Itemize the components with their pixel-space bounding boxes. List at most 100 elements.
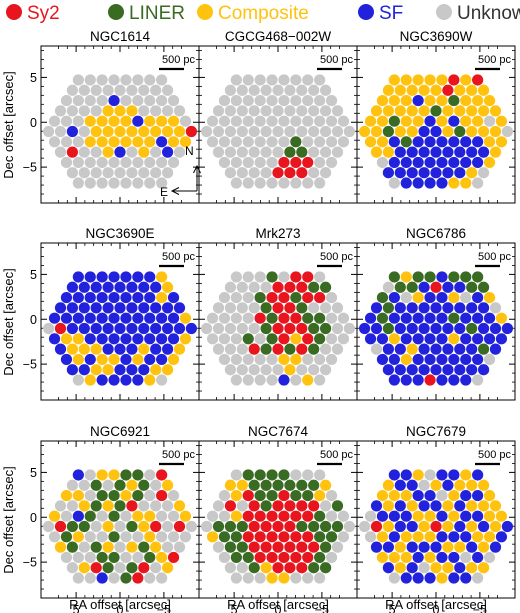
spaxel-point — [284, 520, 296, 533]
spaxel-point — [144, 551, 156, 564]
spaxel-point — [236, 364, 248, 376]
spaxel-point — [320, 541, 332, 553]
spaxel-point — [337, 333, 350, 345]
spaxel-point — [418, 541, 430, 553]
spaxel-point — [337, 115, 350, 127]
spaxel-point — [144, 94, 156, 107]
spaxel-point — [266, 531, 278, 543]
spaxel-point — [179, 115, 192, 127]
spaxel-point — [388, 489, 400, 502]
spaxel-point — [448, 489, 460, 502]
spaxel-point — [126, 500, 138, 512]
spaxel-point — [466, 146, 478, 158]
spaxel-point — [120, 353, 132, 366]
spaxel-point — [466, 322, 478, 335]
spaxel-point — [302, 333, 314, 345]
spaxel-point — [424, 271, 436, 283]
spaxel-point — [242, 291, 254, 304]
spaxel-point — [60, 333, 73, 345]
spaxel-point — [248, 84, 260, 96]
spaxel-point — [132, 271, 144, 283]
spaxel-point — [388, 291, 400, 304]
spaxel-point — [150, 167, 162, 179]
spaxel-point — [430, 541, 442, 553]
spaxel-point — [144, 572, 156, 584]
spaxel-point — [442, 125, 454, 138]
spaxel-point — [454, 364, 466, 376]
spaxel-point — [254, 510, 266, 522]
spaxel-point — [132, 489, 144, 502]
spaxel-point — [120, 469, 132, 481]
spaxel-point — [495, 115, 508, 127]
spaxel-point — [185, 125, 197, 138]
spaxel-point — [72, 271, 84, 283]
spaxel-point — [364, 333, 377, 345]
spaxel-point — [436, 291, 448, 304]
spaxel-point — [436, 374, 448, 386]
spaxel-point — [400, 291, 412, 304]
spaxel-point — [254, 572, 266, 584]
spaxel-point — [478, 322, 490, 335]
spaxel-point — [466, 281, 478, 293]
spaxel-point — [472, 156, 484, 169]
spaxel-point — [108, 489, 120, 502]
spaxel-point — [266, 312, 278, 324]
spaxel-point — [448, 572, 460, 584]
spaxel-point — [489, 302, 502, 314]
spaxel-point — [278, 510, 290, 522]
spaxel-point — [78, 281, 90, 293]
spaxel-point — [212, 520, 225, 533]
spaxel-point — [167, 115, 180, 127]
spaxel-point — [302, 291, 314, 304]
spaxel-point — [150, 105, 162, 117]
spaxel-point — [394, 343, 406, 355]
spaxel-point — [364, 136, 377, 148]
spaxel-point — [156, 469, 168, 481]
spaxel-point — [272, 364, 284, 376]
spaxel-point — [314, 489, 326, 502]
spaxel-point — [260, 302, 272, 314]
spaxel-point — [173, 500, 186, 512]
spaxel-point — [48, 531, 61, 543]
spaxel-point — [343, 520, 355, 533]
spaxel-point — [290, 353, 302, 366]
spaxel-point — [120, 374, 132, 386]
spaxel-point — [266, 156, 278, 169]
spaxel-point — [424, 469, 436, 481]
spaxel-point — [173, 302, 186, 314]
spaxel-point — [272, 281, 284, 293]
spaxel-point — [308, 146, 320, 158]
spaxel-point — [406, 479, 418, 491]
spaxel-point — [376, 156, 389, 169]
spaxel-point — [102, 541, 114, 553]
spaxel-point — [478, 364, 490, 376]
panel-ngc7674: NGC7674 5 0 −5 500 pc — [198, 424, 358, 613]
panel-title: NGC6786 — [406, 226, 466, 241]
spaxel-point — [84, 291, 96, 304]
spaxel-point — [296, 84, 308, 96]
spaxel-point — [394, 322, 406, 335]
spaxel-point — [108, 572, 120, 584]
spaxel-point — [272, 322, 284, 335]
spaxel-point — [84, 115, 96, 127]
spaxel-point — [212, 343, 225, 355]
spaxel-point — [331, 146, 344, 158]
spaxel-point — [406, 520, 418, 533]
spaxel-point — [448, 374, 460, 386]
spaxel-point — [448, 469, 460, 481]
panel-ngc6786: NGC6786 500 pc — [356, 226, 516, 401]
spaxel-point — [483, 291, 496, 304]
spaxel-point — [308, 84, 320, 96]
spaxel-point — [370, 500, 383, 512]
spaxel-point — [242, 156, 254, 169]
spaxel-point — [138, 167, 150, 179]
spaxel-point — [126, 562, 138, 574]
spaxel-point — [424, 374, 436, 386]
spaxel-point — [460, 469, 472, 481]
spaxel-point — [478, 302, 490, 314]
spaxel-point — [144, 74, 156, 86]
spaxel-point — [96, 115, 108, 127]
spaxel-point — [66, 541, 78, 553]
spaxel-point — [331, 520, 344, 533]
spaxel-point — [302, 94, 314, 107]
